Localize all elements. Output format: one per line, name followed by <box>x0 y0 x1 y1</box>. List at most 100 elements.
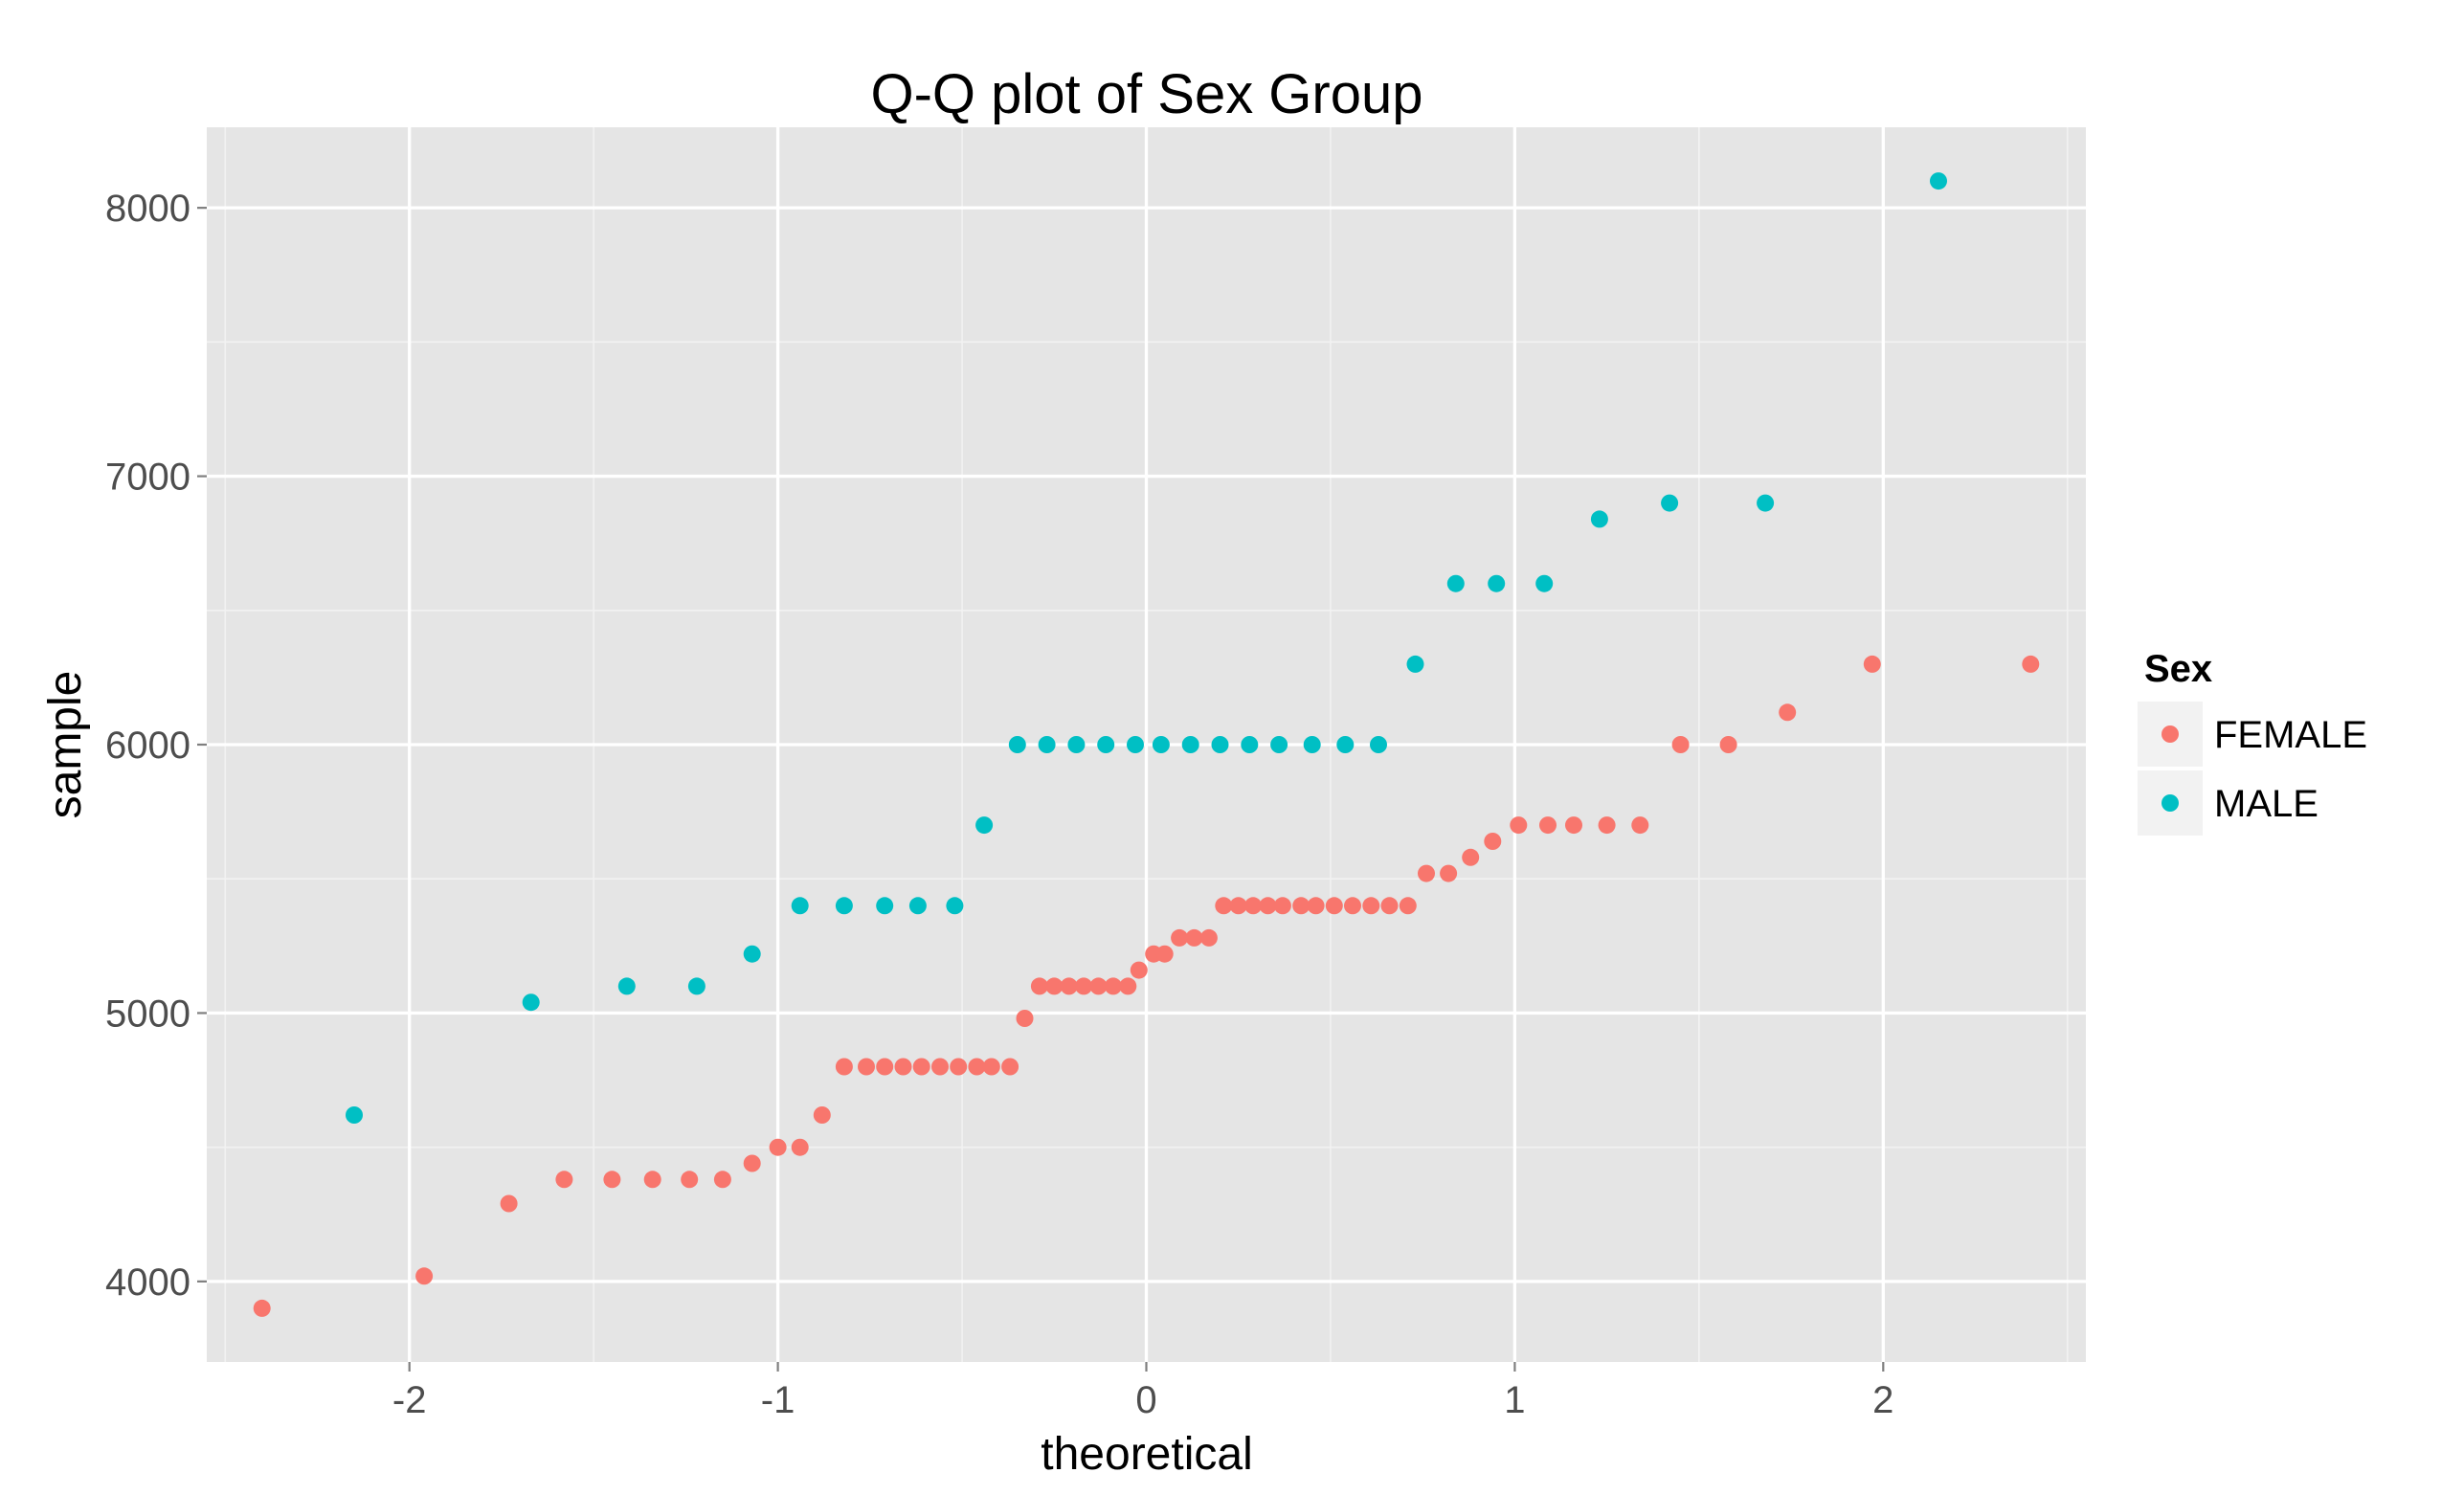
data-point-female <box>1307 897 1325 915</box>
y-tick-label: 5000 <box>105 993 190 1035</box>
data-point-male <box>1590 510 1608 528</box>
data-point-female <box>500 1194 518 1213</box>
data-point-female <box>1155 945 1174 963</box>
data-point-female <box>1045 977 1064 995</box>
data-point-male <box>1008 736 1026 753</box>
data-point-female <box>253 1299 271 1317</box>
data-point-female <box>1244 897 1263 915</box>
legend: Sex FEMALE MALE <box>2138 648 2367 836</box>
data-point-male <box>1097 736 1115 753</box>
data-point-female <box>1215 897 1233 915</box>
data-point-female <box>1380 897 1399 915</box>
data-point-male <box>522 993 540 1012</box>
data-point-female <box>1089 977 1108 995</box>
data-point-female <box>713 1171 731 1189</box>
data-point-female <box>1104 977 1122 995</box>
y-tick-label: 7000 <box>105 457 190 499</box>
chart-title: Q-Q plot of Sex Group <box>870 63 1422 125</box>
data-point-male <box>1067 736 1086 753</box>
data-point-female <box>2022 655 2040 673</box>
legend-items: FEMALE MALE <box>2138 702 2367 836</box>
y-tick-label: 6000 <box>105 725 190 767</box>
data-point-female <box>1130 961 1148 979</box>
data-point-male <box>1488 574 1506 592</box>
data-point-male <box>687 977 706 995</box>
data-point-male <box>1181 736 1199 753</box>
data-point-male <box>908 897 927 915</box>
data-point-female <box>1344 897 1361 915</box>
data-point-male <box>946 897 964 915</box>
legend-label-female: FEMALE <box>2214 714 2367 756</box>
data-point-male <box>1038 736 1056 753</box>
data-point-female <box>1440 864 1458 882</box>
y-tick-label: 4000 <box>105 1261 190 1304</box>
data-point-male <box>1370 736 1387 753</box>
data-point-female <box>555 1171 573 1189</box>
data-point-female <box>813 1106 831 1124</box>
data-point-female <box>1259 897 1277 915</box>
data-point-female <box>1016 1010 1034 1027</box>
major-gridlines <box>207 127 2086 1362</box>
data-point-male <box>1211 736 1229 753</box>
data-point-male <box>1535 574 1554 592</box>
data-point-female <box>1484 833 1502 850</box>
data-points <box>253 172 2040 1317</box>
data-point-male <box>1303 736 1321 753</box>
data-point-female <box>743 1154 761 1172</box>
data-point-female <box>894 1058 912 1076</box>
legend-marker-male <box>2162 794 2179 812</box>
data-point-female <box>931 1058 949 1076</box>
data-point-female <box>1229 897 1247 915</box>
data-point-female <box>1539 816 1557 835</box>
data-point-female <box>982 1058 1000 1076</box>
x-axis: -2 -1 0 1 2 <box>392 1362 1893 1421</box>
x-tick-label: 2 <box>1872 1379 1893 1421</box>
data-point-female <box>415 1267 434 1285</box>
y-axis-title: sample <box>40 671 91 819</box>
data-point-female <box>1325 897 1343 915</box>
data-point-female <box>1671 736 1690 753</box>
data-point-female <box>1075 977 1093 995</box>
data-point-female <box>1510 816 1528 835</box>
data-point-female <box>835 1058 853 1076</box>
x-axis-title: theoretical <box>1041 1429 1252 1480</box>
data-point-male <box>346 1106 363 1124</box>
data-point-male <box>617 977 636 995</box>
data-point-female <box>1292 897 1310 915</box>
data-point-female <box>1565 816 1582 835</box>
data-point-male <box>1661 494 1679 512</box>
x-tick-label: 0 <box>1135 1379 1156 1421</box>
data-point-male <box>1446 574 1465 592</box>
data-point-female <box>1119 977 1137 995</box>
legend-label-male: MALE <box>2214 783 2318 825</box>
x-tick-label: 1 <box>1504 1379 1525 1421</box>
data-point-female <box>791 1138 809 1156</box>
data-point-female <box>1060 977 1078 995</box>
data-point-male <box>1270 736 1288 753</box>
data-point-female <box>1185 928 1203 947</box>
data-point-female <box>1462 848 1480 866</box>
data-point-female <box>1631 816 1649 835</box>
data-point-female <box>681 1171 699 1189</box>
data-point-female <box>1418 864 1435 882</box>
data-point-female <box>968 1058 986 1076</box>
data-point-female <box>603 1171 621 1189</box>
data-point-male <box>1241 736 1259 753</box>
data-point-female <box>1719 736 1737 753</box>
data-point-male <box>876 897 894 915</box>
data-point-female <box>1399 897 1417 915</box>
data-point-male <box>1406 655 1424 673</box>
data-point-female <box>1273 897 1291 915</box>
data-point-female <box>1863 655 1881 673</box>
data-point-male <box>835 897 853 915</box>
data-point-female <box>876 1058 894 1076</box>
data-point-female <box>1362 897 1380 915</box>
data-point-female <box>769 1138 787 1156</box>
data-point-male <box>1336 736 1355 753</box>
data-point-female <box>912 1058 930 1076</box>
data-point-female <box>950 1058 968 1076</box>
legend-marker-female <box>2162 725 2179 743</box>
legend-title: Sex <box>2144 648 2212 690</box>
data-point-male <box>743 945 761 963</box>
